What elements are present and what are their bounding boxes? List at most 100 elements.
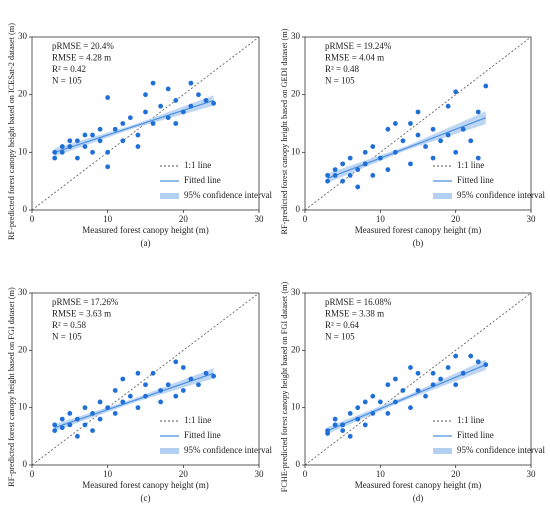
x-tick-label: 30 bbox=[527, 214, 537, 224]
point bbox=[67, 144, 73, 149]
point bbox=[188, 103, 194, 109]
point bbox=[325, 173, 330, 178]
y-axis-label: RF-predicted forest canopy height based … bbox=[280, 28, 289, 234]
point bbox=[196, 92, 201, 98]
legend-label: Fitted line bbox=[457, 430, 494, 440]
y-tick-label: 30 bbox=[291, 287, 301, 297]
annotation: RMSE = 3.38 m bbox=[325, 309, 384, 319]
point bbox=[180, 109, 186, 115]
legend-label: 1:1 line bbox=[184, 415, 211, 425]
caption: (a) bbox=[141, 238, 151, 248]
point bbox=[143, 382, 148, 388]
point bbox=[59, 144, 65, 149]
point bbox=[415, 370, 421, 376]
identity-line bbox=[304, 36, 532, 211]
point bbox=[75, 155, 80, 161]
point bbox=[90, 149, 95, 155]
point bbox=[67, 422, 73, 428]
caption: (d) bbox=[413, 493, 424, 503]
legend-label: 1:1 line bbox=[184, 160, 211, 170]
point bbox=[332, 422, 338, 428]
point bbox=[347, 433, 353, 439]
point bbox=[143, 92, 148, 98]
point bbox=[59, 425, 65, 431]
point bbox=[105, 149, 111, 155]
point bbox=[150, 121, 156, 126]
point bbox=[158, 399, 164, 405]
point bbox=[211, 100, 217, 106]
point bbox=[475, 109, 481, 115]
point bbox=[90, 428, 95, 433]
annotation: pRMSE = 16.08% bbox=[325, 297, 392, 307]
point bbox=[415, 388, 421, 393]
point bbox=[340, 428, 346, 433]
point bbox=[355, 405, 361, 411]
y-tick-label: 0 bbox=[23, 204, 28, 214]
point bbox=[127, 393, 133, 399]
x-tick-label: 20 bbox=[451, 469, 461, 479]
point bbox=[385, 411, 391, 416]
point bbox=[430, 370, 436, 376]
point bbox=[135, 370, 141, 376]
point bbox=[355, 416, 361, 422]
x-tick-label: 20 bbox=[179, 469, 189, 479]
confidence-band bbox=[327, 111, 486, 183]
point bbox=[445, 132, 451, 138]
annotation: RMSE = 4.28 m bbox=[52, 53, 111, 63]
y-axis-label: RF-predicted forest canopy height based … bbox=[7, 287, 16, 487]
x-tick-label: 0 bbox=[303, 214, 308, 224]
point bbox=[211, 373, 217, 379]
point bbox=[150, 80, 156, 86]
point bbox=[59, 149, 65, 155]
point bbox=[430, 382, 436, 388]
point bbox=[75, 416, 80, 422]
point bbox=[355, 167, 361, 173]
y-tick-label: 0 bbox=[296, 204, 301, 214]
point bbox=[468, 353, 474, 359]
point bbox=[188, 80, 194, 86]
point bbox=[52, 422, 58, 428]
point bbox=[173, 121, 179, 126]
point bbox=[377, 155, 383, 161]
point bbox=[430, 126, 436, 132]
y-tick-label: 10 bbox=[18, 402, 28, 412]
x-tick-label: 10 bbox=[103, 214, 113, 224]
point bbox=[332, 167, 338, 173]
point bbox=[370, 411, 376, 416]
legend-label: Fitted line bbox=[457, 175, 494, 185]
point bbox=[415, 132, 421, 138]
legend-label: 1:1 line bbox=[457, 160, 484, 170]
point bbox=[400, 138, 406, 144]
point bbox=[438, 138, 443, 144]
y-tick-label: 20 bbox=[291, 344, 301, 354]
fitted-line bbox=[54, 99, 214, 153]
x-tick-label: 10 bbox=[376, 214, 386, 224]
point bbox=[355, 184, 361, 190]
legend-label: 95% confidence interval bbox=[184, 190, 272, 200]
plot-frame bbox=[31, 292, 260, 466]
y-axis-label: FCHE-predicted forest canopy height base… bbox=[280, 281, 289, 492]
annotation: R² = 0.64 bbox=[325, 320, 360, 330]
point bbox=[325, 178, 330, 184]
point bbox=[158, 388, 164, 393]
point bbox=[143, 109, 148, 115]
y-tick-label: 30 bbox=[18, 287, 28, 297]
annotation: N = 105 bbox=[52, 76, 82, 86]
point bbox=[127, 115, 133, 121]
point bbox=[90, 132, 95, 138]
x-tick-label: 30 bbox=[527, 469, 537, 479]
point bbox=[180, 388, 186, 393]
legend-swatch bbox=[160, 448, 179, 454]
legend-label: 95% confidence interval bbox=[184, 445, 272, 455]
point bbox=[173, 98, 179, 103]
x-tick-label: 0 bbox=[30, 469, 35, 479]
legend-swatch bbox=[433, 193, 452, 199]
x-tick-label: 30 bbox=[255, 214, 265, 224]
point bbox=[362, 399, 368, 405]
point bbox=[453, 353, 459, 359]
point bbox=[82, 422, 88, 428]
confidence-band bbox=[327, 359, 486, 435]
point bbox=[445, 365, 451, 370]
point bbox=[150, 370, 156, 376]
y-tick-label: 20 bbox=[18, 89, 28, 99]
